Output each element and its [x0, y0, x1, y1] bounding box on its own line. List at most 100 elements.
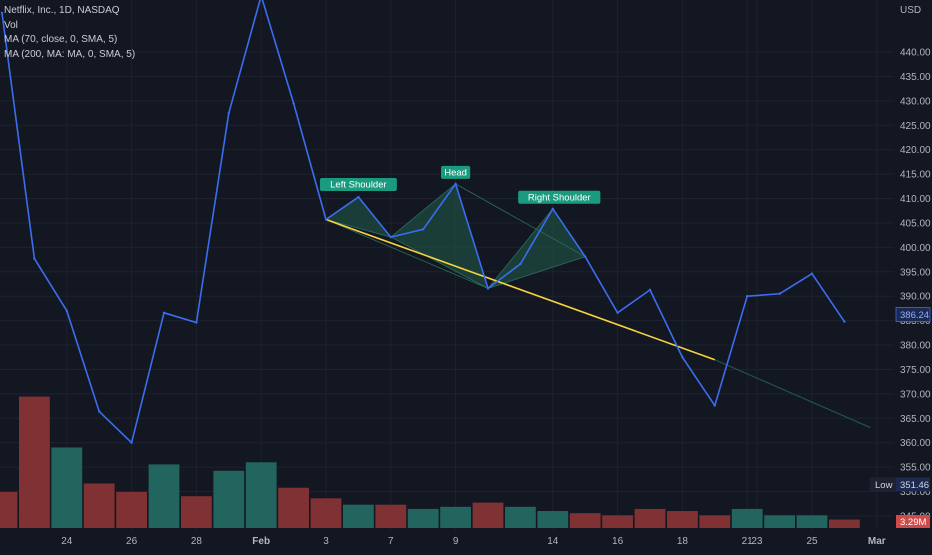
price-point: [616, 311, 619, 315]
price-point: [713, 404, 716, 407]
volume-bar[interactable]: [51, 447, 83, 528]
price-point: [98, 410, 101, 413]
volume-bar[interactable]: [148, 464, 180, 528]
price-point: [454, 182, 457, 186]
price-tick-label: 365.00: [900, 414, 931, 425]
volume-bar[interactable]: [181, 496, 212, 528]
price-point: [162, 311, 166, 315]
volume-bar[interactable]: [602, 515, 633, 528]
neckline[interactable]: [325, 218, 716, 361]
right-shoulder-label-bg: [518, 190, 601, 204]
price-point: [681, 356, 684, 359]
currency-label: USD: [900, 5, 921, 16]
volume-bar[interactable]: [375, 504, 407, 528]
symbol-title[interactable]: Netflix, Inc., 1D, NASDAQ: [4, 5, 120, 16]
left-shoulder-label-bg: [319, 178, 397, 192]
volume-bar[interactable]: [537, 511, 569, 528]
head-label: Head: [444, 167, 467, 178]
date-tick-label: 21: [742, 536, 754, 547]
price-tick-label: 395.00: [900, 267, 931, 278]
price-tick-label: 350.00: [900, 487, 931, 498]
volume-bar[interactable]: [764, 515, 795, 528]
price-point: [195, 321, 198, 324]
last-volume-label: 3.29M: [900, 517, 926, 528]
price-point: [648, 288, 652, 292]
price-tick-label: 410.00: [900, 194, 931, 205]
date-tick-label: 16: [612, 536, 624, 547]
date-tick-label: Feb: [252, 536, 270, 547]
volume-bar[interactable]: [0, 491, 18, 528]
price-point: [551, 207, 554, 210]
volume-bar[interactable]: [116, 491, 147, 528]
volume-bar[interactable]: [407, 508, 439, 528]
price-tick-label: 420.00: [900, 145, 931, 156]
date-tick-label: 24: [61, 536, 73, 547]
volume-bar[interactable]: [278, 487, 309, 528]
volume-bar[interactable]: [310, 498, 342, 528]
volume-bar[interactable]: [634, 508, 666, 528]
price-tick-label: 380.00: [900, 341, 931, 352]
price-tick-label: 390.00: [900, 292, 931, 303]
price-tick-label: 435.00: [900, 72, 931, 83]
price-tick-label: 425.00: [900, 121, 931, 132]
volume-bar[interactable]: [505, 506, 536, 528]
price-tick-label: 370.00: [900, 389, 931, 400]
indicator-ma-200[interactable]: MA (200, MA: MA, 0, SMA, 5): [4, 48, 136, 60]
volume-bar[interactable]: [796, 515, 828, 528]
volume-bar[interactable]: [440, 506, 471, 528]
price-point: [33, 257, 36, 260]
low-value-label: 351.46: [900, 480, 929, 491]
price-point: [519, 262, 522, 266]
volume-bar[interactable]: [731, 508, 763, 528]
volume-bar[interactable]: [19, 396, 50, 528]
pattern-guide-line: [325, 219, 489, 289]
price-point: [357, 195, 360, 199]
volume-bar[interactable]: [213, 470, 245, 528]
price-tick-label: 400.00: [900, 243, 931, 254]
indicator-ma-70[interactable]: MA (70, close, 0, SMA, 5): [4, 34, 118, 45]
price-point: [130, 441, 133, 444]
price-tick-label: 440.00: [900, 48, 931, 59]
indicator-volume[interactable]: Vol: [4, 19, 18, 31]
price-point: [389, 235, 392, 239]
date-tick-label: Mar: [868, 536, 886, 547]
last-price-label: 386.24: [900, 310, 929, 321]
date-tick-label: 3: [323, 536, 329, 547]
volume-bar[interactable]: [245, 462, 277, 528]
price-tick-label: 360.00: [900, 438, 931, 449]
price-point: [324, 218, 328, 221]
volume-bar[interactable]: [569, 513, 601, 528]
neckline-extension: [714, 359, 871, 429]
price-point: [65, 309, 69, 313]
last-price-badge: [895, 307, 931, 322]
price-point: [292, 102, 295, 105]
price-tick-label: 405.00: [900, 218, 931, 229]
volume-bar[interactable]: [667, 511, 698, 528]
price-point: [778, 292, 781, 295]
price-point: [746, 295, 749, 298]
date-tick-label: 9: [453, 536, 459, 547]
price-point: [584, 255, 587, 258]
left-shoulder-label: Left Shoulder: [330, 180, 387, 191]
last-volume-badge: [896, 515, 930, 528]
price-tick-label: 355.00: [900, 463, 931, 474]
volume-bar[interactable]: [83, 483, 115, 528]
price-point: [227, 111, 230, 115]
volume-bar[interactable]: [829, 519, 860, 528]
date-tick-label: 14: [547, 536, 559, 547]
low-value-badge: [896, 477, 930, 492]
date-tick-label: 25: [806, 536, 818, 547]
date-tick-label: 26: [126, 536, 138, 547]
date-tick-label: 23: [751, 536, 763, 547]
date-tick-label: 18: [677, 536, 689, 547]
right-shoulder-label: Right Shoulder: [528, 192, 591, 203]
volume-bar[interactable]: [472, 502, 504, 528]
volume-bar[interactable]: [699, 515, 731, 528]
pattern-guide-line: [455, 183, 586, 257]
low-marker-label: Low: [875, 480, 893, 491]
price-point: [843, 320, 846, 323]
price-point: [810, 272, 814, 275]
volume-bar[interactable]: [343, 504, 374, 528]
